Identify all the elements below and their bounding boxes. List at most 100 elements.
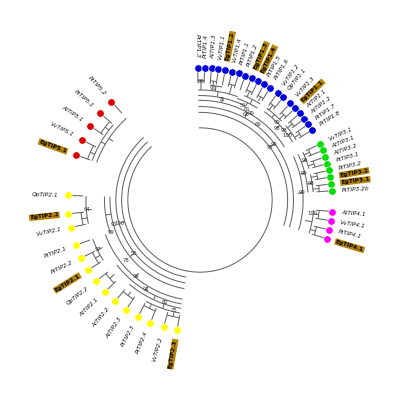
Point bbox=[274, 90, 281, 96]
Text: 95: 95 bbox=[302, 158, 309, 163]
Point bbox=[72, 242, 79, 248]
Text: EgTIP1.3: EgTIP1.3 bbox=[253, 42, 269, 70]
Point bbox=[87, 123, 94, 129]
Point bbox=[78, 255, 84, 261]
Text: PtTIP3.1: PtTIP3.1 bbox=[336, 152, 360, 163]
Text: 99: 99 bbox=[298, 190, 305, 195]
Text: PtTIP3.2b: PtTIP3.2b bbox=[341, 186, 370, 192]
Text: 98: 98 bbox=[281, 128, 288, 133]
Point bbox=[67, 224, 74, 231]
Point bbox=[267, 85, 273, 91]
Point bbox=[324, 160, 330, 167]
Point bbox=[301, 115, 308, 122]
Text: PtTIP2.2: PtTIP2.2 bbox=[50, 260, 74, 275]
Text: 99: 99 bbox=[132, 274, 139, 279]
Point bbox=[328, 218, 334, 224]
Point bbox=[160, 324, 167, 330]
Text: EgTIP2.2: EgTIP2.2 bbox=[30, 212, 59, 220]
Point bbox=[229, 68, 235, 75]
Text: 51: 51 bbox=[240, 103, 246, 108]
Text: PtTIP1.6: PtTIP1.6 bbox=[273, 58, 290, 81]
Text: PtTIP5.2: PtTIP5.2 bbox=[87, 75, 107, 96]
Point bbox=[297, 110, 303, 116]
Text: VvTIP1.4: VvTIP1.4 bbox=[232, 37, 243, 63]
Text: 68: 68 bbox=[243, 112, 250, 117]
Text: 99: 99 bbox=[300, 171, 307, 176]
Text: 75: 75 bbox=[171, 308, 178, 313]
Text: VvTIP3.1: VvTIP3.1 bbox=[328, 127, 353, 142]
Text: AtTIP4.1: AtTIP4.1 bbox=[341, 210, 366, 217]
Text: VvTIP1.1: VvTIP1.1 bbox=[217, 34, 226, 60]
Text: VvTIP5.1: VvTIP5.1 bbox=[50, 122, 75, 138]
Text: 100: 100 bbox=[282, 133, 292, 138]
Point bbox=[305, 121, 312, 127]
Point bbox=[85, 267, 91, 273]
Text: 78: 78 bbox=[122, 258, 129, 263]
Point bbox=[79, 137, 85, 143]
Text: 71: 71 bbox=[219, 97, 226, 102]
Text: PtTIP1.2: PtTIP1.2 bbox=[246, 43, 259, 68]
Point bbox=[323, 236, 330, 242]
Text: EgTIP1.4: EgTIP1.4 bbox=[260, 45, 277, 74]
Text: 82: 82 bbox=[161, 300, 168, 306]
Point bbox=[222, 67, 228, 73]
Text: EgTIP1.1: EgTIP1.1 bbox=[300, 79, 325, 103]
Text: AtTIP2.1: AtTIP2.1 bbox=[78, 297, 100, 318]
Text: AtTIP5.1: AtTIP5.1 bbox=[61, 105, 84, 123]
Text: 99: 99 bbox=[198, 79, 204, 84]
Point bbox=[255, 78, 261, 84]
Point bbox=[64, 192, 71, 198]
Text: 97: 97 bbox=[95, 247, 102, 252]
Text: 55: 55 bbox=[131, 251, 138, 256]
Point bbox=[261, 81, 267, 88]
Text: EgTIP3.2: EgTIP3.2 bbox=[339, 168, 369, 178]
Point bbox=[202, 64, 208, 71]
Text: EgTIP1.2: EgTIP1.2 bbox=[225, 32, 235, 61]
Point bbox=[102, 289, 108, 295]
Text: 90: 90 bbox=[209, 86, 216, 91]
Point bbox=[135, 314, 141, 320]
Point bbox=[236, 70, 242, 77]
Text: 91: 91 bbox=[143, 287, 149, 292]
Text: PtTIP2.4: PtTIP2.4 bbox=[136, 331, 149, 355]
Text: 95: 95 bbox=[273, 126, 280, 131]
Text: QpTIP2.1: QpTIP2.1 bbox=[32, 192, 58, 198]
Point bbox=[108, 98, 115, 105]
Text: 99: 99 bbox=[108, 230, 114, 235]
Text: EgTIP4.1: EgTIP4.1 bbox=[335, 239, 364, 252]
Text: 81: 81 bbox=[244, 107, 250, 112]
Point bbox=[287, 100, 294, 106]
Point bbox=[208, 65, 215, 72]
Point bbox=[326, 226, 332, 233]
Point bbox=[248, 75, 255, 82]
Point bbox=[328, 208, 335, 215]
Point bbox=[309, 127, 315, 133]
Text: 98: 98 bbox=[308, 181, 314, 186]
Text: AtTIP1.1: AtTIP1.1 bbox=[306, 89, 327, 109]
Text: EgTIP2.3: EgTIP2.3 bbox=[168, 339, 178, 369]
Point bbox=[327, 174, 334, 180]
Text: AtTIP1.3: AtTIP1.3 bbox=[210, 34, 217, 59]
Point bbox=[123, 306, 129, 313]
Point bbox=[320, 147, 326, 154]
Text: 91: 91 bbox=[110, 222, 117, 227]
Text: QpTIP1.1: QpTIP1.1 bbox=[287, 68, 308, 91]
Text: EgTIP3.1: EgTIP3.1 bbox=[340, 177, 370, 185]
Text: AtTIP2.3: AtTIP2.3 bbox=[105, 316, 123, 339]
Text: VvTIP4.1: VvTIP4.1 bbox=[340, 220, 366, 229]
Text: 64: 64 bbox=[84, 207, 91, 212]
Point bbox=[215, 66, 222, 72]
Text: 99: 99 bbox=[247, 111, 254, 116]
Text: VvTIP1.2: VvTIP1.2 bbox=[281, 63, 300, 87]
Text: VvTIP1.3: VvTIP1.3 bbox=[295, 76, 316, 98]
Text: 69: 69 bbox=[254, 122, 261, 127]
Point bbox=[92, 278, 99, 285]
Text: 95: 95 bbox=[266, 145, 273, 150]
Text: PtTIP1.8: PtTIP1.8 bbox=[319, 110, 342, 127]
Text: AtTIP3.1: AtTIP3.1 bbox=[331, 135, 355, 149]
Point bbox=[147, 320, 154, 326]
Text: PtTIP1.5: PtTIP1.5 bbox=[267, 54, 283, 77]
Point bbox=[280, 94, 286, 100]
Text: 99: 99 bbox=[273, 120, 280, 124]
Point bbox=[65, 211, 72, 217]
